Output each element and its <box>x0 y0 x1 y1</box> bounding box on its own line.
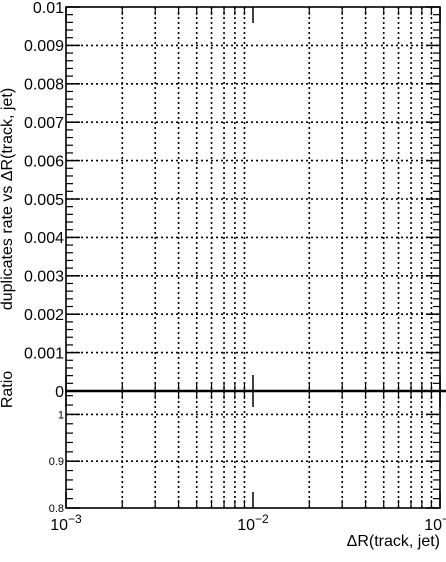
y-tick-label: 0.005 <box>24 192 64 209</box>
y-tick-label: 0.004 <box>24 230 64 247</box>
x-tick-label: 10−2 <box>237 512 269 534</box>
y-tick-label: 0.008 <box>24 77 64 94</box>
x-tick-label: 10−3 <box>50 512 82 534</box>
y-tick-label: 0.8 <box>49 503 64 515</box>
y-tick-label: 0.009 <box>24 38 64 55</box>
x-axis-title: ΔR(track, jet) <box>347 533 440 550</box>
main-panel: 0 0.001 0.002 0.003 0.004 0.005 0.006 0.007 0.00… <box>0 0 446 401</box>
y-tick-label: 0.006 <box>24 153 64 170</box>
y-tick-label: 0.007 <box>24 115 64 132</box>
y-tick-label: 0.001 <box>24 345 64 362</box>
y-axis-title: Ratio <box>0 371 16 408</box>
y-tick-label: 0 <box>55 384 64 401</box>
x-tick-label: 10−1 <box>424 512 446 534</box>
y-tick-label: 0.002 <box>24 307 64 324</box>
y-tick-label: 1 <box>58 409 64 421</box>
y-tick-label: 0.9 <box>49 456 64 468</box>
y-tick-label: 0.01 <box>33 0 64 17</box>
plot-frame <box>65 390 441 509</box>
y-axis-title: duplicates rate vs ΔR(track, jet) <box>0 88 16 310</box>
y-tick-label: 0.003 <box>24 269 64 286</box>
ratio-panel: 0.8 0.9 1 Ratio 10−3 10−2 10−1ΔR(track, jet) <box>0 371 446 550</box>
